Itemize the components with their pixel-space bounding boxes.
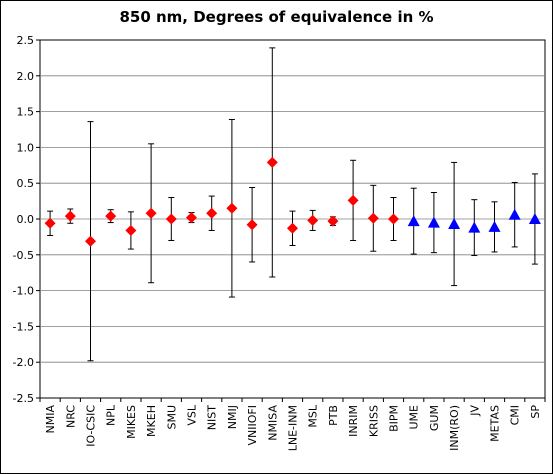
data-point-diamond (226, 202, 238, 214)
x-tick-label: MIKES (125, 405, 138, 439)
x-tick-label: INRIM (347, 405, 360, 437)
data-point-diamond (367, 212, 379, 224)
x-tick-label: LNE-INM (287, 405, 300, 451)
x-tick-label: NRC (64, 405, 77, 428)
data-point-diamond (307, 214, 319, 226)
data-point-triangle (488, 220, 501, 232)
x-tick-label: MKEH (145, 405, 158, 437)
x-tick-label: BIPM (388, 405, 401, 432)
chart-title: 850 nm, Degrees of equivalence in % (119, 8, 434, 26)
x-tick-label: CMI (509, 405, 522, 425)
x-tick-label: NIST (206, 405, 219, 430)
data-point-diamond (327, 215, 339, 227)
data-point-triangle (448, 218, 461, 230)
x-tick-label: GUM (428, 405, 441, 431)
y-tick-label: 1.5 (17, 106, 35, 119)
x-tick-label: KRISS (367, 405, 380, 437)
data-points (44, 156, 541, 247)
data-point-triangle (427, 216, 440, 228)
x-tick-label: MSL (307, 404, 320, 427)
data-point-triangle (407, 215, 420, 227)
data-point-diamond (246, 219, 258, 231)
data-point-triangle (508, 208, 521, 220)
x-tick-label: NMIA (44, 405, 57, 434)
data-point-diamond (388, 213, 399, 225)
x-tick-label: VSL (186, 404, 199, 426)
data-point-triangle (468, 221, 481, 233)
x-tick-label: INM(RO) (448, 405, 461, 451)
data-point-diamond (266, 156, 278, 168)
data-point-diamond (105, 210, 117, 222)
data-point-triangle (528, 213, 541, 224)
x-tick-label: METAS (489, 405, 502, 442)
x-tick-label: NPL (105, 404, 118, 426)
y-tick-label: 2.0 (17, 70, 35, 83)
data-point-diamond (186, 212, 197, 224)
y-tick-label: -2.0 (13, 356, 34, 369)
data-point-diamond (85, 235, 96, 247)
y-tick-label: 0.5 (17, 177, 35, 190)
y-tick-label: -1.5 (13, 320, 34, 333)
data-point-diamond (125, 224, 137, 236)
x-tick-label: VNIIOFI (246, 405, 259, 445)
data-point-diamond (206, 207, 218, 219)
data-point-diamond (347, 194, 359, 206)
x-tick-label: UME (408, 405, 421, 430)
y-tick-label: -0.5 (13, 249, 34, 262)
x-tick-label: NMISA (266, 405, 279, 441)
x-tick-label: SP (529, 405, 542, 419)
data-point-diamond (64, 210, 76, 222)
data-point-diamond (287, 222, 298, 234)
y-axis: 2.5 2.0 1.5 1.0 0.5 0.0 -0.5 -1.0 -1.5 -2.0 -2.5 (13, 34, 40, 405)
y-tick-label: 0.0 (17, 213, 35, 226)
x-tick-label: JV (468, 405, 481, 417)
x-axis: NMIA NRC IO-CSIC NPL MIKES MKEH SMU VSL NIST NMIJ… (39, 398, 546, 451)
data-point-diamond (165, 213, 177, 225)
data-point-diamond (44, 217, 56, 229)
y-tick-label: -1.0 (13, 285, 34, 298)
x-tick-label: SMU (165, 405, 178, 430)
y-tick-label: 2.5 (17, 34, 35, 47)
x-tick-label: NMIJ (226, 405, 239, 429)
x-tick-label: IO-CSIC (85, 405, 98, 447)
y-tick-label: -2.5 (13, 392, 34, 405)
data-point-diamond (145, 207, 157, 219)
grid-lines (40, 75, 545, 363)
y-tick-label: 1.0 (17, 141, 35, 154)
x-tick-label: PTB (327, 405, 340, 426)
